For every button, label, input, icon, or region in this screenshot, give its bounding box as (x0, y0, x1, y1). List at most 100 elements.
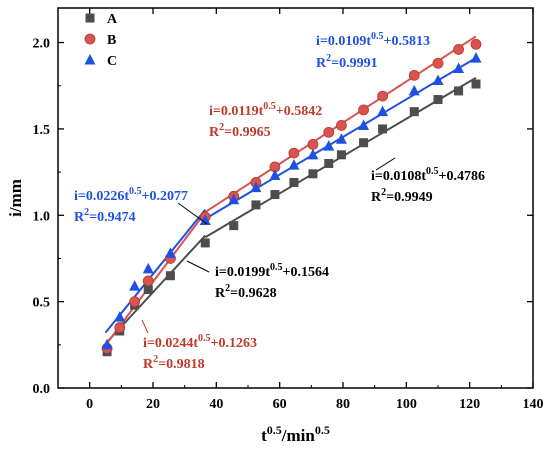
x-axis-title-part: t (261, 426, 267, 445)
annotation-superscript: 0.5 (270, 262, 283, 273)
point-b (377, 90, 388, 102)
point-b (129, 296, 141, 308)
point-a (378, 124, 388, 134)
point-b (307, 139, 319, 150)
point-a (359, 138, 369, 148)
point-a (471, 79, 481, 89)
annotation-text: i=0.0244t (143, 336, 198, 351)
annotations: i=0.0109t0.5+0.5813R2=0.9991i=0.0119t0.5… (74, 31, 485, 372)
point-b (470, 38, 482, 50)
point-b (408, 69, 420, 81)
annotation-superscript: 0.5 (129, 186, 142, 197)
annotation-text: R (143, 357, 154, 372)
legend: ABC (84, 12, 118, 69)
point-a (143, 285, 153, 295)
annotation-text: =0.9949 (386, 190, 432, 205)
x-axis-title-sup: 0.5 (315, 423, 330, 437)
annotation-b1-line1: i=0.0244t0.5+0.1263 (143, 333, 257, 351)
point-c (335, 133, 347, 144)
y-tick-label: 1.0 (33, 209, 51, 224)
legend-marker-c (84, 54, 96, 65)
data-points (101, 38, 482, 357)
annotation-text: =0.9474 (89, 210, 135, 225)
x-tick-label: 120 (459, 397, 480, 412)
annotation-leader (186, 260, 210, 273)
annotation-superscript: 0.5 (198, 333, 211, 344)
annotation-text: =0.9628 (230, 286, 276, 301)
point-a (324, 158, 334, 168)
point-a (289, 177, 299, 187)
x-tick-label: 0 (86, 397, 93, 412)
annotation-text: +0.2077 (142, 189, 188, 204)
x-tick-label: 140 (523, 397, 544, 412)
y-tick-label: 2.0 (33, 37, 51, 52)
point-b (323, 126, 335, 138)
point-c (164, 247, 176, 258)
annotation-text: =0.9965 (224, 125, 270, 140)
x-axis-title-part: /min (281, 426, 316, 445)
point-b (453, 44, 464, 55)
axis-titles: t0.5/min0.5i/mm (6, 179, 330, 445)
y-tick-label: 1.5 (33, 123, 51, 138)
annotation-text: R (74, 210, 85, 225)
x-tick-label: 80 (336, 397, 350, 412)
point-a (454, 86, 464, 96)
point-c (453, 62, 465, 73)
annotation-leader (177, 202, 208, 225)
point-b (432, 57, 444, 69)
annotation-text: =0.9818 (158, 357, 204, 372)
annotation-text: +0.5813 (384, 34, 430, 49)
annotation-b2-line1: i=0.0119t0.5+0.5842 (209, 101, 322, 119)
annotation-superscript: 0.5 (371, 31, 384, 42)
x-tick-label: 60 (273, 397, 287, 412)
annotation-text: +0.5842 (276, 104, 322, 119)
point-c (323, 140, 335, 151)
point-b (114, 322, 126, 333)
axes: 0 20 40 60 80 100 120 140 0.0 0.5 1.0 1.5 2.0 (33, 7, 544, 412)
annotation-superscript: 2 (381, 187, 386, 198)
point-a (229, 221, 239, 231)
annotation-text: +0.1564 (283, 265, 329, 280)
annotation-text: i=0.0119t (209, 104, 264, 119)
annotation-text: +0.4786 (439, 169, 485, 184)
annotation-text: i=0.0108t (371, 169, 426, 184)
point-a (251, 200, 261, 210)
legend-marker-a (85, 13, 95, 23)
annotation-a2-line1: i=0.0108t0.5+0.4786 (371, 166, 485, 184)
point-a (336, 150, 346, 160)
annotation-superscript: 0.5 (263, 101, 276, 112)
point-c (358, 119, 370, 130)
x-tick-label: 100 (396, 397, 417, 412)
point-c (288, 159, 300, 170)
annotation-text: R (215, 286, 226, 301)
point-c (408, 84, 420, 96)
annotation-superscript: 2 (326, 53, 331, 64)
point-c (250, 181, 262, 193)
point-c (470, 52, 482, 63)
point-a (270, 190, 280, 200)
point-c (377, 105, 389, 117)
annotation-leader (141, 319, 149, 334)
legend-label-a: A (107, 12, 118, 27)
annotation-text: i=0.0226t (74, 189, 129, 204)
annotation-c1-line1: i=0.0226t0.5+0.2077 (74, 186, 188, 204)
point-c (199, 214, 211, 225)
point-a (308, 169, 318, 179)
annotation-a1-line2: R2=0.9628 (215, 283, 277, 301)
annotation-text: i=0.0199t (215, 265, 270, 280)
annotation-c1-line2: R2=0.9474 (74, 207, 136, 225)
annotation-text: R (371, 190, 382, 205)
y-tick-label: 0.5 (33, 296, 51, 311)
point-c (228, 193, 240, 205)
point-b (336, 120, 347, 131)
point-c (269, 169, 281, 181)
annotation-b1-line2: R2=0.9818 (143, 354, 205, 372)
annotation-superscript: 2 (219, 122, 224, 133)
annotation-text: R (316, 56, 327, 71)
annotation-superscript: 0.5 (426, 166, 439, 177)
point-a (433, 95, 443, 105)
plot-frame (57, 7, 534, 389)
fit-line-c (104, 209, 207, 334)
